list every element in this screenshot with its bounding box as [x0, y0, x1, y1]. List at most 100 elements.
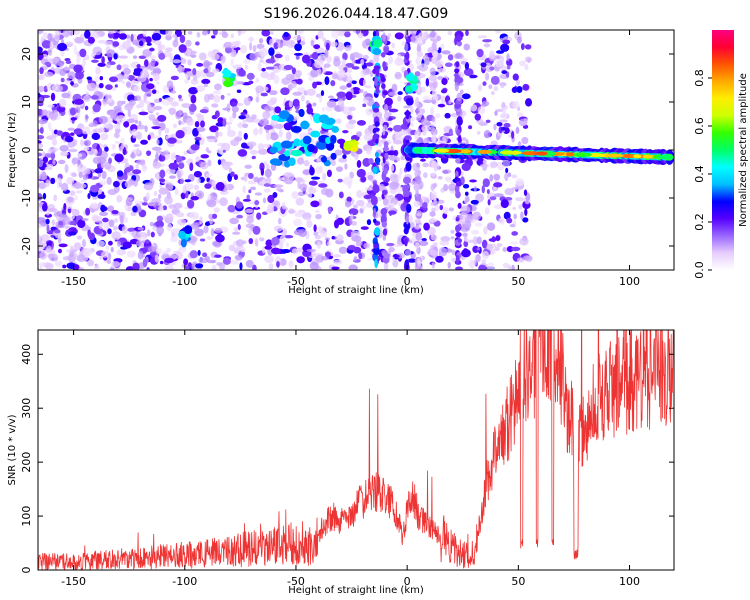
spectrogram-cell: [503, 122, 511, 128]
spectrogram-cell: [106, 62, 111, 69]
spectrogram-cell: [431, 207, 436, 212]
spectrogram-cell: [402, 184, 409, 194]
spectrogram-cell: [69, 107, 77, 116]
spectrogram-cell: [219, 148, 225, 156]
spectrogram-cell: [461, 249, 471, 258]
spectrogram-cell: [435, 113, 441, 119]
spectrogram-cell: [208, 213, 214, 220]
spectrogram-cell: [521, 136, 529, 145]
spectrogram-cell: [180, 238, 187, 248]
spectrogram-cell: [73, 264, 80, 270]
y-tick-label: 10: [20, 95, 33, 109]
spectrogram-cell: [372, 207, 377, 218]
spectrogram-cell: [414, 225, 421, 230]
spectrogram-cell: [79, 48, 87, 58]
spectrogram-cell: [389, 173, 399, 183]
spectrogram-xlabel: Height of straight line (km): [288, 285, 424, 296]
spectrogram-cell: [232, 231, 241, 235]
x-tick-label: 0: [404, 275, 411, 288]
spectrogram-cell: [151, 89, 157, 94]
spectrogram-cell: [422, 162, 429, 168]
spectrogram-cell: [145, 36, 152, 44]
spectrogram-cell: [447, 30, 453, 36]
spectrogram-cell: [58, 98, 67, 108]
spectrogram-cell: [274, 106, 282, 114]
spectrogram-cell: [222, 149, 226, 153]
spectrogram-cell: [283, 171, 293, 178]
spectrogram-cell: [81, 239, 86, 248]
spectrogram-cell: [211, 35, 216, 39]
spectrogram-cell: [108, 240, 113, 246]
spectrogram-cell: [133, 143, 140, 148]
spectrogram-cell: [451, 249, 456, 256]
spectrogram-cell: [194, 136, 202, 141]
spectrogram-cell: [481, 251, 490, 259]
spectrogram-cell: [82, 58, 86, 67]
spectrogram-cell: [147, 55, 157, 59]
spectrogram-cell: [55, 177, 62, 184]
spectrogram-cell: [246, 194, 250, 200]
spectrogram-cell: [69, 190, 76, 196]
spectrogram-cell: [67, 127, 75, 131]
spectrogram-cell: [314, 234, 322, 240]
spectrogram-cell: [104, 146, 109, 152]
colorbar-tick-label: 0.0: [693, 261, 706, 279]
spectrogram-cell: [116, 115, 126, 124]
spectrogram-cell: [230, 33, 235, 39]
spectrogram-cell: [223, 41, 233, 49]
spectrogram-cell: [86, 82, 97, 91]
spectrogram-cell: [314, 209, 320, 214]
spectrogram-cell: [199, 109, 209, 114]
spectrogram-cell: [214, 83, 222, 91]
spectrogram-cell: [482, 178, 490, 188]
spectrogram-cell: [327, 206, 332, 215]
spectrogram-cell: [442, 207, 449, 215]
spectrogram-cell: [391, 202, 395, 209]
spectrogram-cell: [397, 172, 402, 182]
spectrogram-cell: [92, 156, 102, 165]
spectrogram-cell: [455, 224, 461, 233]
spectrogram-cell: [129, 99, 136, 106]
spectrogram-cell: [141, 202, 148, 206]
spectrogram-cell: [107, 188, 117, 196]
spectrogram-cell: [374, 102, 380, 107]
spectrogram-cell: [213, 94, 221, 103]
spectrogram-cell: [214, 110, 220, 118]
spectrogram-cell: [277, 42, 284, 49]
spectrogram-cell: [38, 144, 44, 149]
spectrogram-cell: [274, 123, 284, 130]
spectrogram-cell: [266, 100, 276, 106]
spectrogram-cell: [119, 214, 124, 224]
spectrogram-cell: [147, 245, 157, 253]
spectrogram-cell: [66, 205, 73, 209]
spectrogram-cell: [465, 196, 470, 203]
spectrogram-cell: [185, 39, 192, 47]
spectrogram-cell: [404, 249, 412, 256]
spectrogram-cell: [192, 75, 198, 81]
spectrogram-cell: [457, 238, 462, 243]
spectrogram-cell: [499, 119, 508, 123]
spectrogram-cell: [346, 83, 352, 88]
spectrogram-cell: [432, 46, 438, 51]
spectrogram-cell: [87, 36, 95, 44]
spectrogram-cell: [292, 98, 300, 107]
spectrogram-cell: [504, 172, 509, 182]
spectrogram-cell: [368, 158, 374, 165]
spectrogram-cell: [184, 179, 192, 183]
spectrogram-cell: [83, 170, 91, 175]
spectrogram-cell: [477, 84, 483, 92]
spectrogram-cell: [495, 235, 501, 242]
spectrogram-cell: [140, 241, 145, 249]
spectrogram-cell: [178, 98, 184, 102]
spectrogram-cell: [249, 52, 258, 61]
spectrogram-cell: [484, 207, 490, 215]
spectrogram-cell: [318, 114, 330, 124]
spectrogram-cell: [351, 80, 357, 85]
spectrogram-cell: [180, 58, 187, 64]
spectrogram-cell: [253, 128, 259, 136]
spectrogram-cell: [82, 174, 89, 181]
spectrogram-cell: [201, 30, 209, 36]
spectrogram-cell: [374, 121, 380, 127]
spectrogram-cell: [259, 118, 270, 126]
spectrogram-cell: [106, 259, 112, 265]
